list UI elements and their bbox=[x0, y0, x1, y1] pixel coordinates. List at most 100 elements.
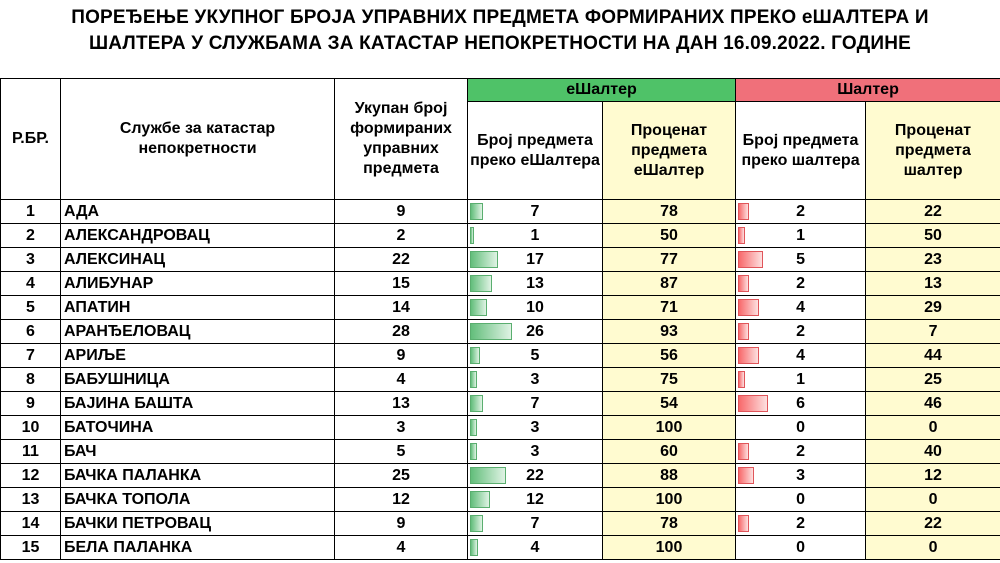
e-percent-cell: 87 bbox=[601, 271, 737, 296]
total-cases-cell: 9 bbox=[334, 199, 468, 224]
title-line-2: ШАЛТЕРА У СЛУЖБАМА ЗА КАТАСТАР НЕПОКРЕТН… bbox=[88, 33, 911, 54]
row-number-cell: 7 bbox=[0, 343, 61, 368]
s-percent-cell: 46 bbox=[865, 391, 1000, 416]
e-percent-cell: 60 bbox=[601, 439, 737, 464]
shalter-data-bar bbox=[738, 275, 750, 292]
e-percent-cell: 78 bbox=[601, 199, 737, 224]
eshalter-data-bar bbox=[470, 203, 483, 220]
table-row: 13 БАЧКА ТОПОЛА 12 12 100 0 0 bbox=[0, 487, 1000, 512]
e-count: 17 bbox=[526, 251, 544, 268]
s-count-cell: 0 bbox=[735, 487, 867, 512]
e-count: 26 bbox=[526, 323, 544, 340]
e-count-cell: 22 bbox=[467, 463, 603, 488]
e-count: 1 bbox=[530, 227, 540, 244]
eshalter-data-bar bbox=[470, 443, 477, 460]
shalter-data-bar bbox=[738, 347, 759, 364]
row-number-cell: 15 bbox=[0, 535, 61, 560]
e-count: 7 bbox=[530, 515, 540, 532]
e-percent-cell: 56 bbox=[601, 343, 737, 368]
office-name-cell: АРИЉЕ bbox=[60, 343, 335, 368]
header-s-percent: Проценат предмета шалтер bbox=[865, 101, 1000, 200]
s-percent-cell: 22 bbox=[865, 199, 1000, 224]
row-number-cell: 10 bbox=[0, 415, 61, 440]
shalter-data-bar bbox=[738, 227, 745, 244]
s-count: 0 bbox=[796, 539, 805, 556]
row-number-cell: 3 bbox=[0, 247, 61, 272]
s-count: 2 bbox=[796, 275, 805, 292]
header-e-count: Број предмета преко еШалтера bbox=[467, 101, 603, 200]
office-name-cell: БАЧКИ ПЕТРОВАЦ bbox=[60, 511, 335, 536]
total-cases-cell: 4 bbox=[334, 367, 468, 392]
s-percent-cell: 23 bbox=[865, 247, 1000, 272]
table-row: 8 БАБУШНИЦА 4 3 75 1 25 bbox=[0, 367, 1000, 392]
eshalter-data-bar bbox=[470, 227, 474, 244]
e-count: 3 bbox=[530, 371, 540, 388]
s-count: 6 bbox=[796, 395, 805, 412]
e-count-cell: 13 bbox=[467, 271, 603, 296]
row-number-cell: 6 bbox=[0, 319, 61, 344]
e-count: 3 bbox=[530, 419, 540, 436]
table-row: 2 АЛЕКСАНДРОВАЦ 2 1 50 1 50 bbox=[0, 223, 1000, 248]
eshalter-data-bar bbox=[470, 467, 506, 484]
s-count-cell: 2 bbox=[735, 439, 867, 464]
eshalter-data-bar bbox=[470, 419, 477, 436]
s-count-cell: 6 bbox=[735, 391, 867, 416]
e-count-cell: 5 bbox=[467, 343, 603, 368]
office-name-cell: БЕЛА ПАЛАНКА bbox=[60, 535, 335, 560]
shalter-data-bar bbox=[738, 323, 750, 340]
header-shalter-group: Шалтер bbox=[735, 78, 1000, 102]
row-number-cell: 5 bbox=[0, 295, 61, 320]
s-count-cell: 4 bbox=[735, 343, 867, 368]
header-s-count: Број предмета преко шалтера bbox=[735, 101, 867, 200]
table-row: 6 АРАНЂЕЛОВАЦ 28 26 93 2 7 bbox=[0, 319, 1000, 344]
s-count: 4 bbox=[796, 347, 805, 364]
office-name-cell: БАТОЧИНА bbox=[60, 415, 335, 440]
e-percent-cell: 77 bbox=[601, 247, 737, 272]
row-number-cell: 1 bbox=[0, 199, 61, 224]
office-name-cell: АЛЕКСИНАЦ bbox=[60, 247, 335, 272]
eshalter-data-bar bbox=[470, 371, 477, 388]
eshalter-data-bar bbox=[470, 299, 488, 316]
total-cases-cell: 9 bbox=[334, 343, 468, 368]
table-row: 10 БАТОЧИНА 3 3 100 0 0 bbox=[0, 415, 1000, 440]
header-e-percent: Проценат предмета еШалтер bbox=[601, 101, 737, 200]
e-count: 22 bbox=[526, 467, 544, 484]
e-count: 12 bbox=[526, 491, 544, 508]
s-count: 1 bbox=[796, 371, 805, 388]
e-count-cell: 7 bbox=[467, 199, 603, 224]
eshalter-data-bar bbox=[470, 347, 480, 364]
e-count: 13 bbox=[526, 275, 544, 292]
s-count-cell: 1 bbox=[735, 367, 867, 392]
s-percent-cell: 50 bbox=[865, 223, 1000, 248]
header-total: Укупан број формираних управних предмета bbox=[334, 78, 468, 200]
s-count-cell: 4 bbox=[735, 295, 867, 320]
office-name-cell: БАЧ bbox=[60, 439, 335, 464]
table-row: 1 АДА 9 7 78 2 22 bbox=[0, 199, 1000, 224]
s-count-cell: 2 bbox=[735, 271, 867, 296]
row-number-cell: 4 bbox=[0, 271, 61, 296]
s-percent-cell: 22 bbox=[865, 511, 1000, 536]
eshalter-data-bar bbox=[470, 251, 499, 268]
e-percent-cell: 93 bbox=[601, 319, 737, 344]
total-cases-cell: 25 bbox=[334, 463, 468, 488]
s-percent-cell: 40 bbox=[865, 439, 1000, 464]
e-percent-cell: 71 bbox=[601, 295, 737, 320]
e-count-cell: 7 bbox=[467, 391, 603, 416]
eshalter-data-bar bbox=[470, 323, 512, 340]
header-office: Службе за катастар непокретности bbox=[60, 78, 335, 200]
e-percent-cell: 100 bbox=[601, 415, 737, 440]
row-number-cell: 2 bbox=[0, 223, 61, 248]
s-percent-cell: 25 bbox=[865, 367, 1000, 392]
row-number-cell: 13 bbox=[0, 487, 61, 512]
e-count: 5 bbox=[530, 347, 540, 364]
shalter-data-bar bbox=[738, 467, 755, 484]
s-count: 2 bbox=[796, 203, 805, 220]
shalter-data-bar bbox=[738, 299, 759, 316]
total-cases-cell: 14 bbox=[334, 295, 468, 320]
comparison-table: Р.БР. Службе за катастар непокретности У… bbox=[0, 78, 1000, 560]
shalter-data-bar bbox=[738, 395, 769, 412]
shalter-data-bar bbox=[738, 203, 750, 220]
s-percent-cell: 12 bbox=[865, 463, 1000, 488]
total-cases-cell: 15 bbox=[334, 271, 468, 296]
s-count: 4 bbox=[796, 299, 805, 316]
